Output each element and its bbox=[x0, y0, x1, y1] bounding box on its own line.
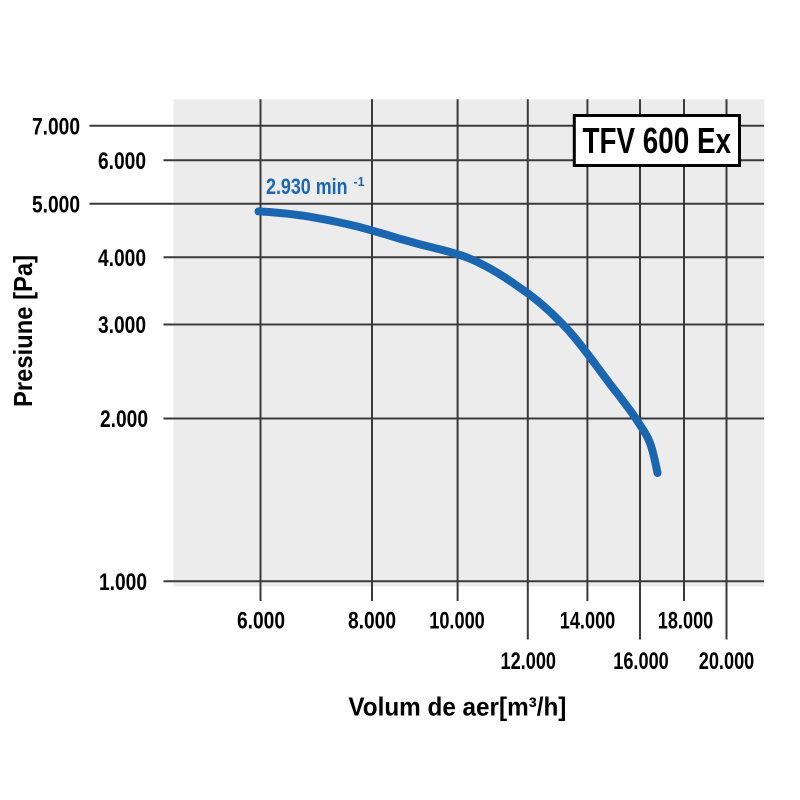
svg-text:8.000: 8.000 bbox=[348, 608, 396, 635]
svg-text:TFV 600 Ex: TFV 600 Ex bbox=[583, 120, 732, 161]
svg-text:6.000: 6.000 bbox=[98, 148, 146, 175]
svg-text:4.000: 4.000 bbox=[98, 245, 146, 272]
svg-text:7.000: 7.000 bbox=[32, 113, 80, 140]
svg-text:12.000: 12.000 bbox=[501, 648, 557, 675]
svg-text:14.000: 14.000 bbox=[560, 608, 616, 635]
svg-text:10.000: 10.000 bbox=[429, 608, 485, 635]
svg-text:1.000: 1.000 bbox=[99, 569, 147, 596]
svg-text:3.000: 3.000 bbox=[98, 312, 146, 339]
svg-text:Presiune [Pa]: Presiune [Pa] bbox=[8, 255, 38, 407]
svg-text:5.000: 5.000 bbox=[32, 191, 80, 218]
svg-text:Volum de aer[m³/h]: Volum de aer[m³/h] bbox=[348, 691, 566, 721]
svg-text:-1: -1 bbox=[354, 175, 365, 189]
svg-text:18.000: 18.000 bbox=[658, 608, 714, 635]
svg-text:16.000: 16.000 bbox=[613, 648, 669, 675]
svg-text:2.930 min: 2.930 min bbox=[266, 174, 348, 199]
svg-text:2.000: 2.000 bbox=[100, 406, 148, 433]
svg-text:6.000: 6.000 bbox=[237, 608, 285, 635]
svg-text:20.000: 20.000 bbox=[699, 648, 755, 675]
